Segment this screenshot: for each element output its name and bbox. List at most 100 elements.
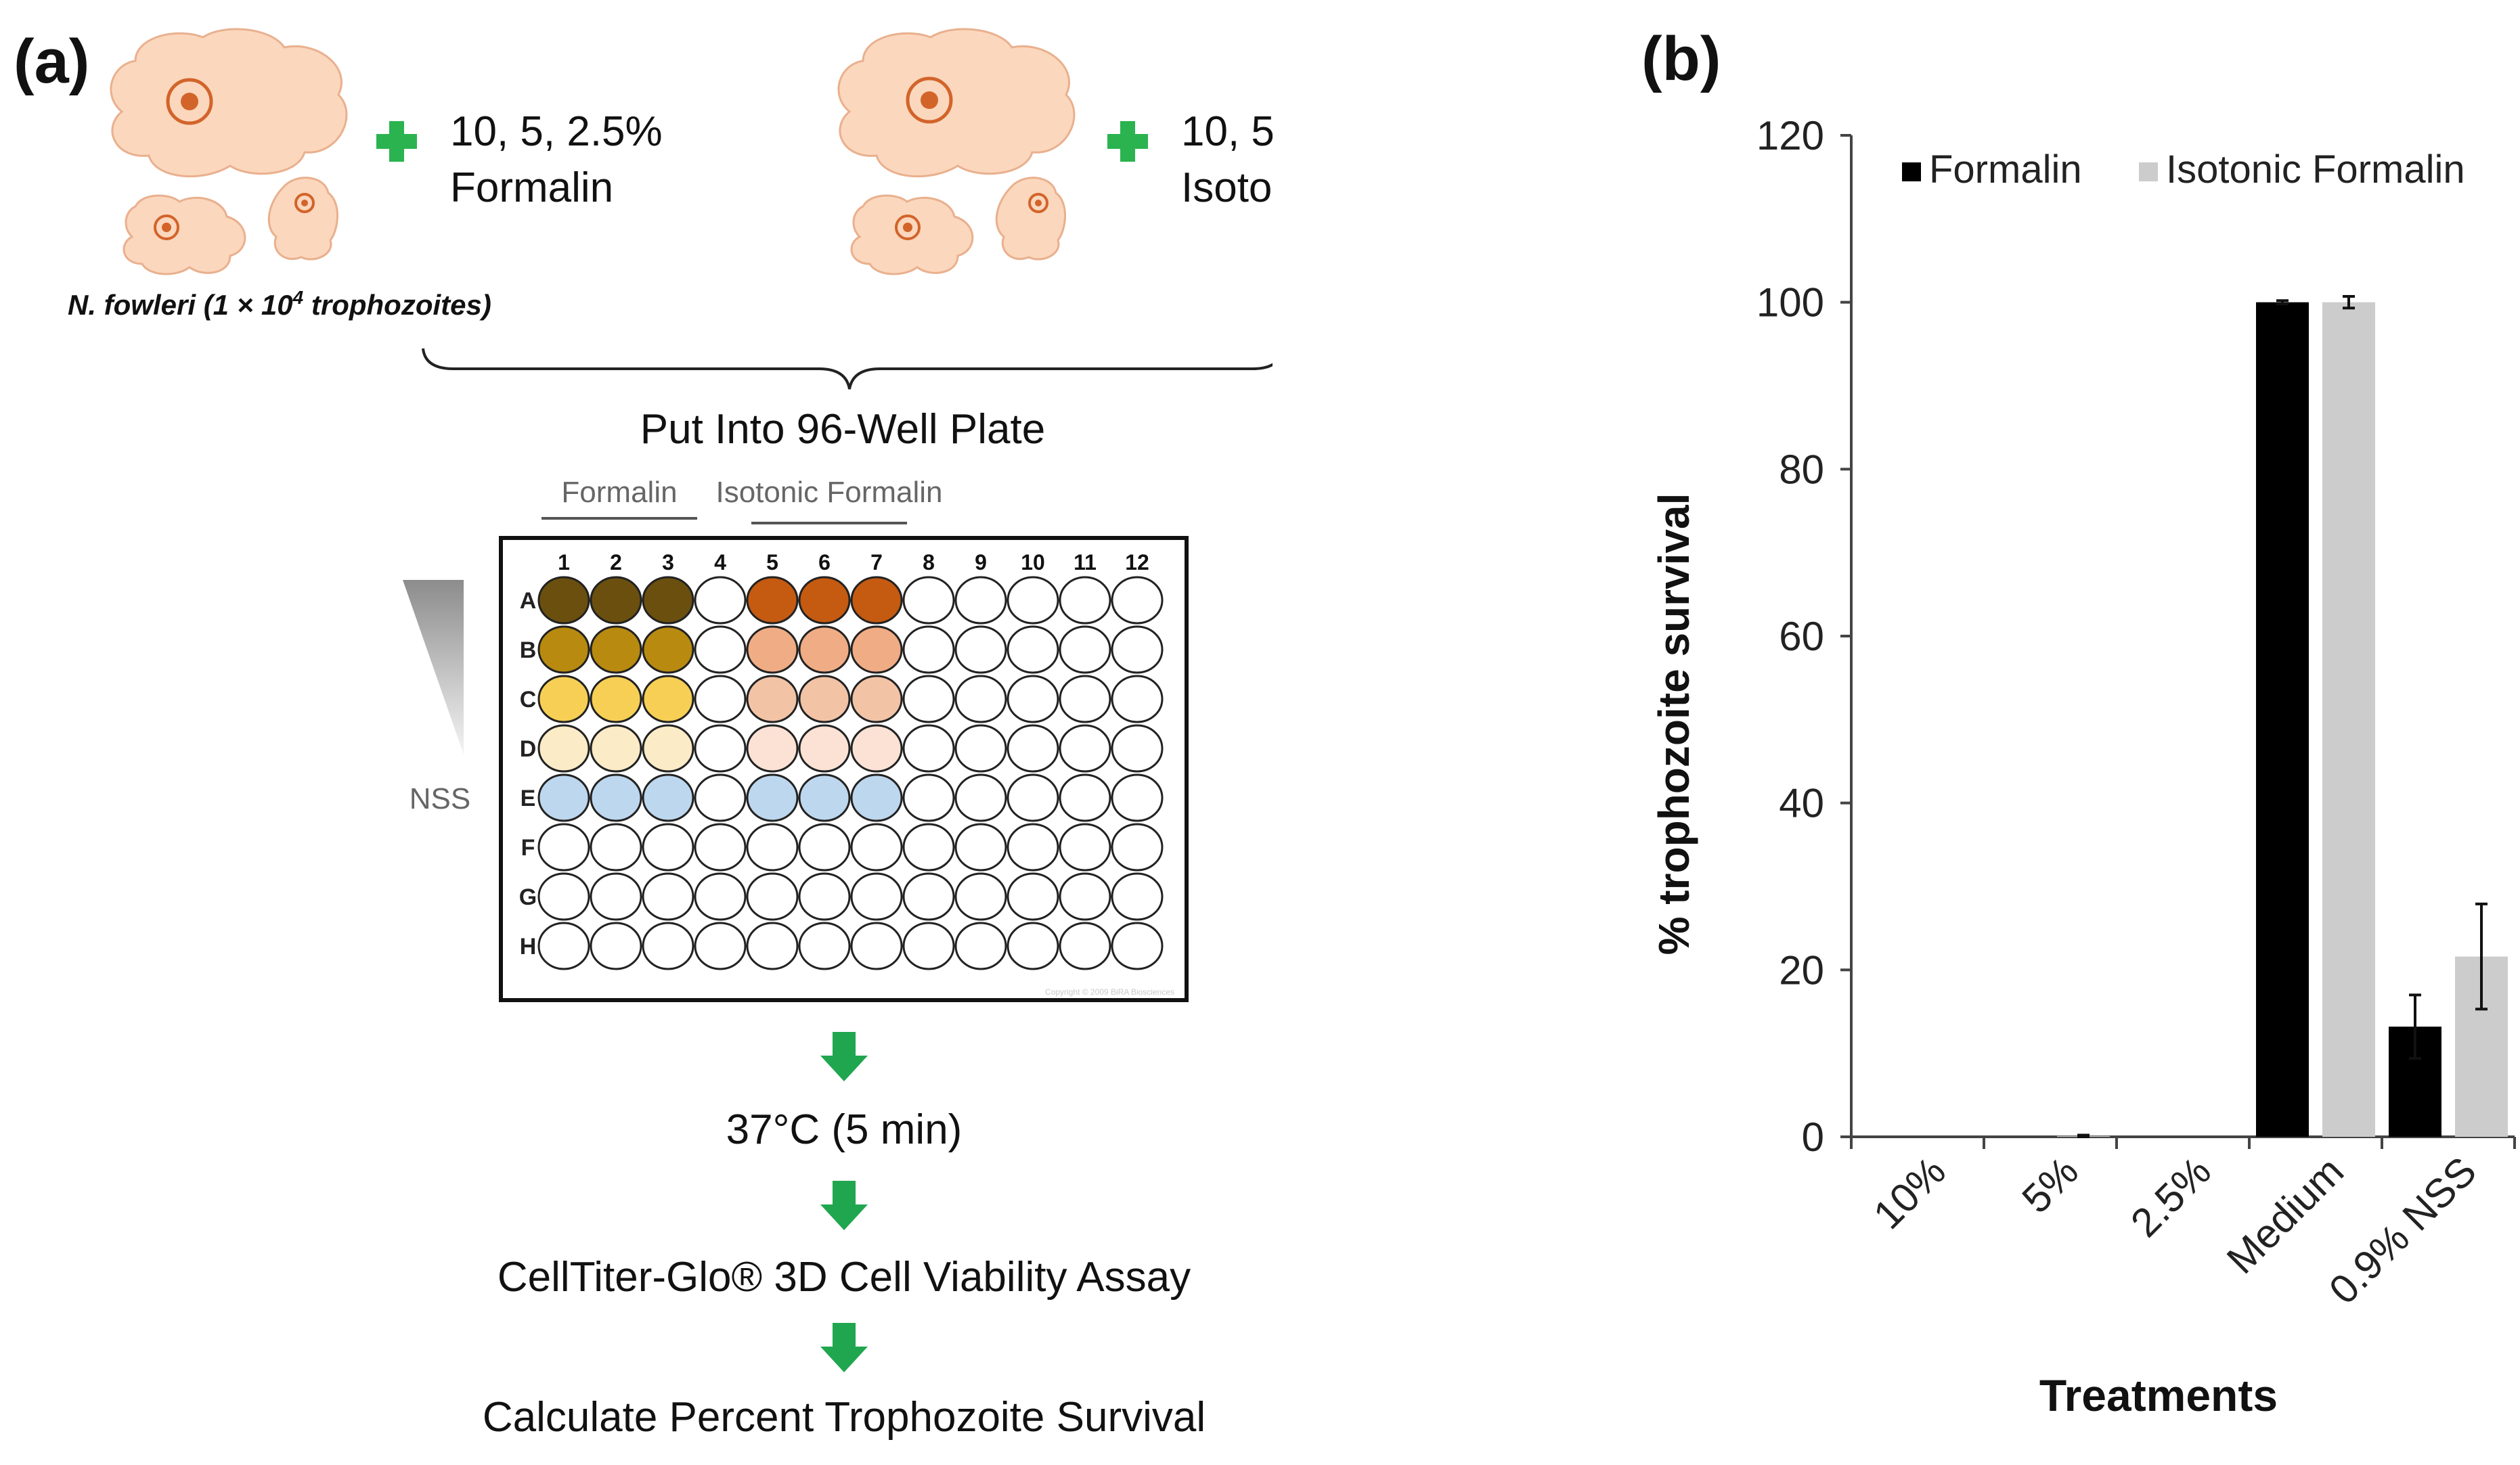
plate-well bbox=[1111, 872, 1164, 921]
plate-well bbox=[590, 823, 642, 872]
plate-well bbox=[1059, 576, 1111, 625]
plate-column-label: 7 bbox=[870, 550, 883, 574]
plate-well bbox=[1007, 625, 1059, 674]
plate-well bbox=[954, 675, 1007, 723]
plate-well bbox=[590, 773, 642, 822]
step-viability-assay: CellTiter-Glo® 3D Cell Viability Assay bbox=[498, 1254, 1191, 1301]
chart-legend: Formalin Isotonic Formalin bbox=[1902, 148, 2465, 191]
plate-well bbox=[1111, 675, 1164, 723]
plate-well bbox=[746, 773, 799, 822]
plate-row-label: D bbox=[520, 736, 537, 762]
plate-well bbox=[1059, 872, 1111, 921]
amoeba-cluster-right-icon bbox=[837, 28, 1076, 275]
down-arrow-icon-2 bbox=[820, 1181, 868, 1230]
plate-column-label: 6 bbox=[818, 550, 831, 574]
plate-row-label: E bbox=[521, 786, 536, 811]
plate-well bbox=[537, 576, 590, 625]
plate-well bbox=[798, 675, 851, 723]
plate-well bbox=[850, 823, 903, 872]
down-arrow-icon-1 bbox=[820, 1032, 868, 1081]
group-label-formalin: Formalin bbox=[561, 476, 677, 509]
y-tick-label: 100 bbox=[1756, 280, 1824, 325]
x-tick-label: 2.5% bbox=[2122, 1148, 2219, 1246]
x-tick-label: Medium bbox=[2218, 1148, 2352, 1282]
plate-well bbox=[537, 872, 590, 921]
plate-well bbox=[850, 675, 903, 723]
plate-well bbox=[1007, 823, 1059, 872]
plate-column-label: 10 bbox=[1021, 550, 1045, 574]
step-calculate-survival: Calculate Percent Trophozoite Survival bbox=[483, 1394, 1206, 1441]
treatment-left-line1: 10, 5, 2.5% bbox=[450, 108, 663, 155]
plate-well bbox=[954, 773, 1007, 822]
plate-well bbox=[537, 724, 590, 773]
plate-well bbox=[1007, 724, 1059, 773]
plate-well bbox=[590, 724, 642, 773]
treatment-right-line2: Isotonic Formalin bbox=[1181, 164, 1273, 211]
plate-well bbox=[746, 724, 799, 773]
plate-well bbox=[1111, 922, 1164, 970]
legend-label: Isotonic Formalin bbox=[2166, 148, 2465, 191]
plate-well bbox=[694, 576, 747, 625]
plate-row-label: A bbox=[520, 588, 537, 614]
plate-well bbox=[537, 625, 590, 674]
plate-well bbox=[746, 922, 799, 970]
legend-swatch bbox=[1902, 162, 1921, 181]
plate-well bbox=[798, 576, 851, 625]
plate-well bbox=[1007, 872, 1059, 921]
plate-well bbox=[642, 922, 694, 970]
x-axis-label: Treatments bbox=[2039, 1370, 2278, 1420]
plate-well bbox=[1059, 675, 1111, 723]
treatment-right-line1: 10, 5, 2.5% bbox=[1181, 108, 1273, 155]
plate-row-label: B bbox=[520, 637, 537, 663]
nss-label: NSS bbox=[410, 782, 470, 815]
plate-well bbox=[694, 773, 747, 822]
y-tick-label: 20 bbox=[1779, 947, 1824, 993]
plate-well bbox=[902, 823, 955, 872]
plate-well bbox=[1059, 724, 1111, 773]
plate-column-label: 8 bbox=[923, 550, 935, 574]
x-tick-label: 10% bbox=[1865, 1148, 1954, 1238]
plate-well bbox=[1111, 576, 1164, 625]
legend-label: Formalin bbox=[1929, 148, 2082, 191]
plate-well bbox=[746, 625, 799, 674]
organism-label: N. fowleri (1 × 104 trophozoites) bbox=[68, 287, 491, 321]
plate-well bbox=[746, 576, 799, 625]
amoeba-cluster-left-icon bbox=[110, 28, 348, 275]
plate-well bbox=[642, 675, 694, 723]
plate-well bbox=[694, 675, 747, 723]
plate-well bbox=[850, 576, 903, 625]
concentration-gradient-triangle bbox=[403, 580, 464, 754]
plate-well bbox=[954, 625, 1007, 674]
x-tick-label: 0.9% NSS bbox=[2320, 1148, 2485, 1313]
plate-well bbox=[1059, 823, 1111, 872]
plate-well bbox=[1111, 823, 1164, 872]
plate-well bbox=[1007, 576, 1059, 625]
plate-well bbox=[1111, 625, 1164, 674]
bar bbox=[2322, 302, 2375, 1137]
plate-well bbox=[902, 922, 955, 970]
plate-column-label: 9 bbox=[975, 550, 987, 574]
plate-well bbox=[850, 922, 903, 970]
plate-row-label: C bbox=[520, 687, 537, 713]
plate-well bbox=[954, 823, 1007, 872]
grouping-brace bbox=[422, 348, 1273, 390]
plate-well bbox=[1059, 922, 1111, 970]
plate-well bbox=[798, 724, 851, 773]
plate-well bbox=[1059, 625, 1111, 674]
step-incubation: 37°C (5 min) bbox=[726, 1106, 963, 1153]
plate-column-label: 5 bbox=[766, 550, 778, 574]
plate-well bbox=[537, 675, 590, 723]
plate-well bbox=[590, 576, 642, 625]
plate-well bbox=[850, 724, 903, 773]
plate-well bbox=[954, 724, 1007, 773]
plate-well bbox=[850, 625, 903, 674]
x-tick-label: 5% bbox=[2013, 1148, 2087, 1222]
treatment-left-line2: Formalin bbox=[450, 164, 613, 211]
bar bbox=[2256, 302, 2309, 1137]
plus-icon-right bbox=[1107, 121, 1148, 162]
plate-well bbox=[642, 724, 694, 773]
plate-well bbox=[798, 922, 851, 970]
plus-icon-left bbox=[376, 121, 417, 162]
y-tick-label: 120 bbox=[1756, 113, 1824, 158]
